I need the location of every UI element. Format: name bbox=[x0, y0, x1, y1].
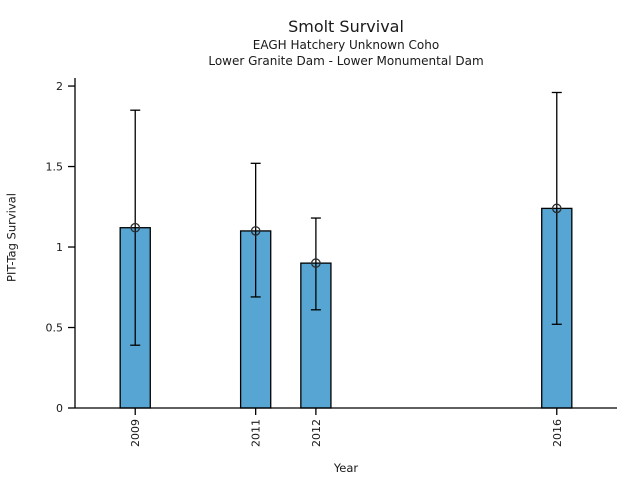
y-tick-label: 2 bbox=[56, 80, 63, 93]
chart-subtitle-line1: EAGH Hatchery Unknown Coho bbox=[252, 38, 440, 52]
y-tick-label: 1.5 bbox=[46, 161, 64, 174]
chart-subtitle-line2: Lower Granite Dam - Lower Monumental Dam bbox=[208, 54, 484, 68]
x-tick-label: 2009 bbox=[129, 419, 142, 447]
point-marker-2012 bbox=[311, 258, 321, 268]
y-tick-label: 0.5 bbox=[46, 322, 64, 335]
x-tick-label: 2012 bbox=[310, 419, 323, 447]
x-tick-label: 2016 bbox=[551, 419, 564, 447]
x-axis-label: Year bbox=[333, 461, 359, 475]
point-marker-2009 bbox=[130, 222, 141, 233]
point-marker-2011 bbox=[250, 226, 261, 236]
y-tick-label: 0 bbox=[56, 402, 63, 415]
point-marker-2016 bbox=[551, 203, 562, 214]
y-tick-label: 1 bbox=[56, 241, 63, 254]
x-tick-label: 2011 bbox=[250, 419, 263, 447]
chart-title: Smolt Survival bbox=[288, 17, 404, 36]
